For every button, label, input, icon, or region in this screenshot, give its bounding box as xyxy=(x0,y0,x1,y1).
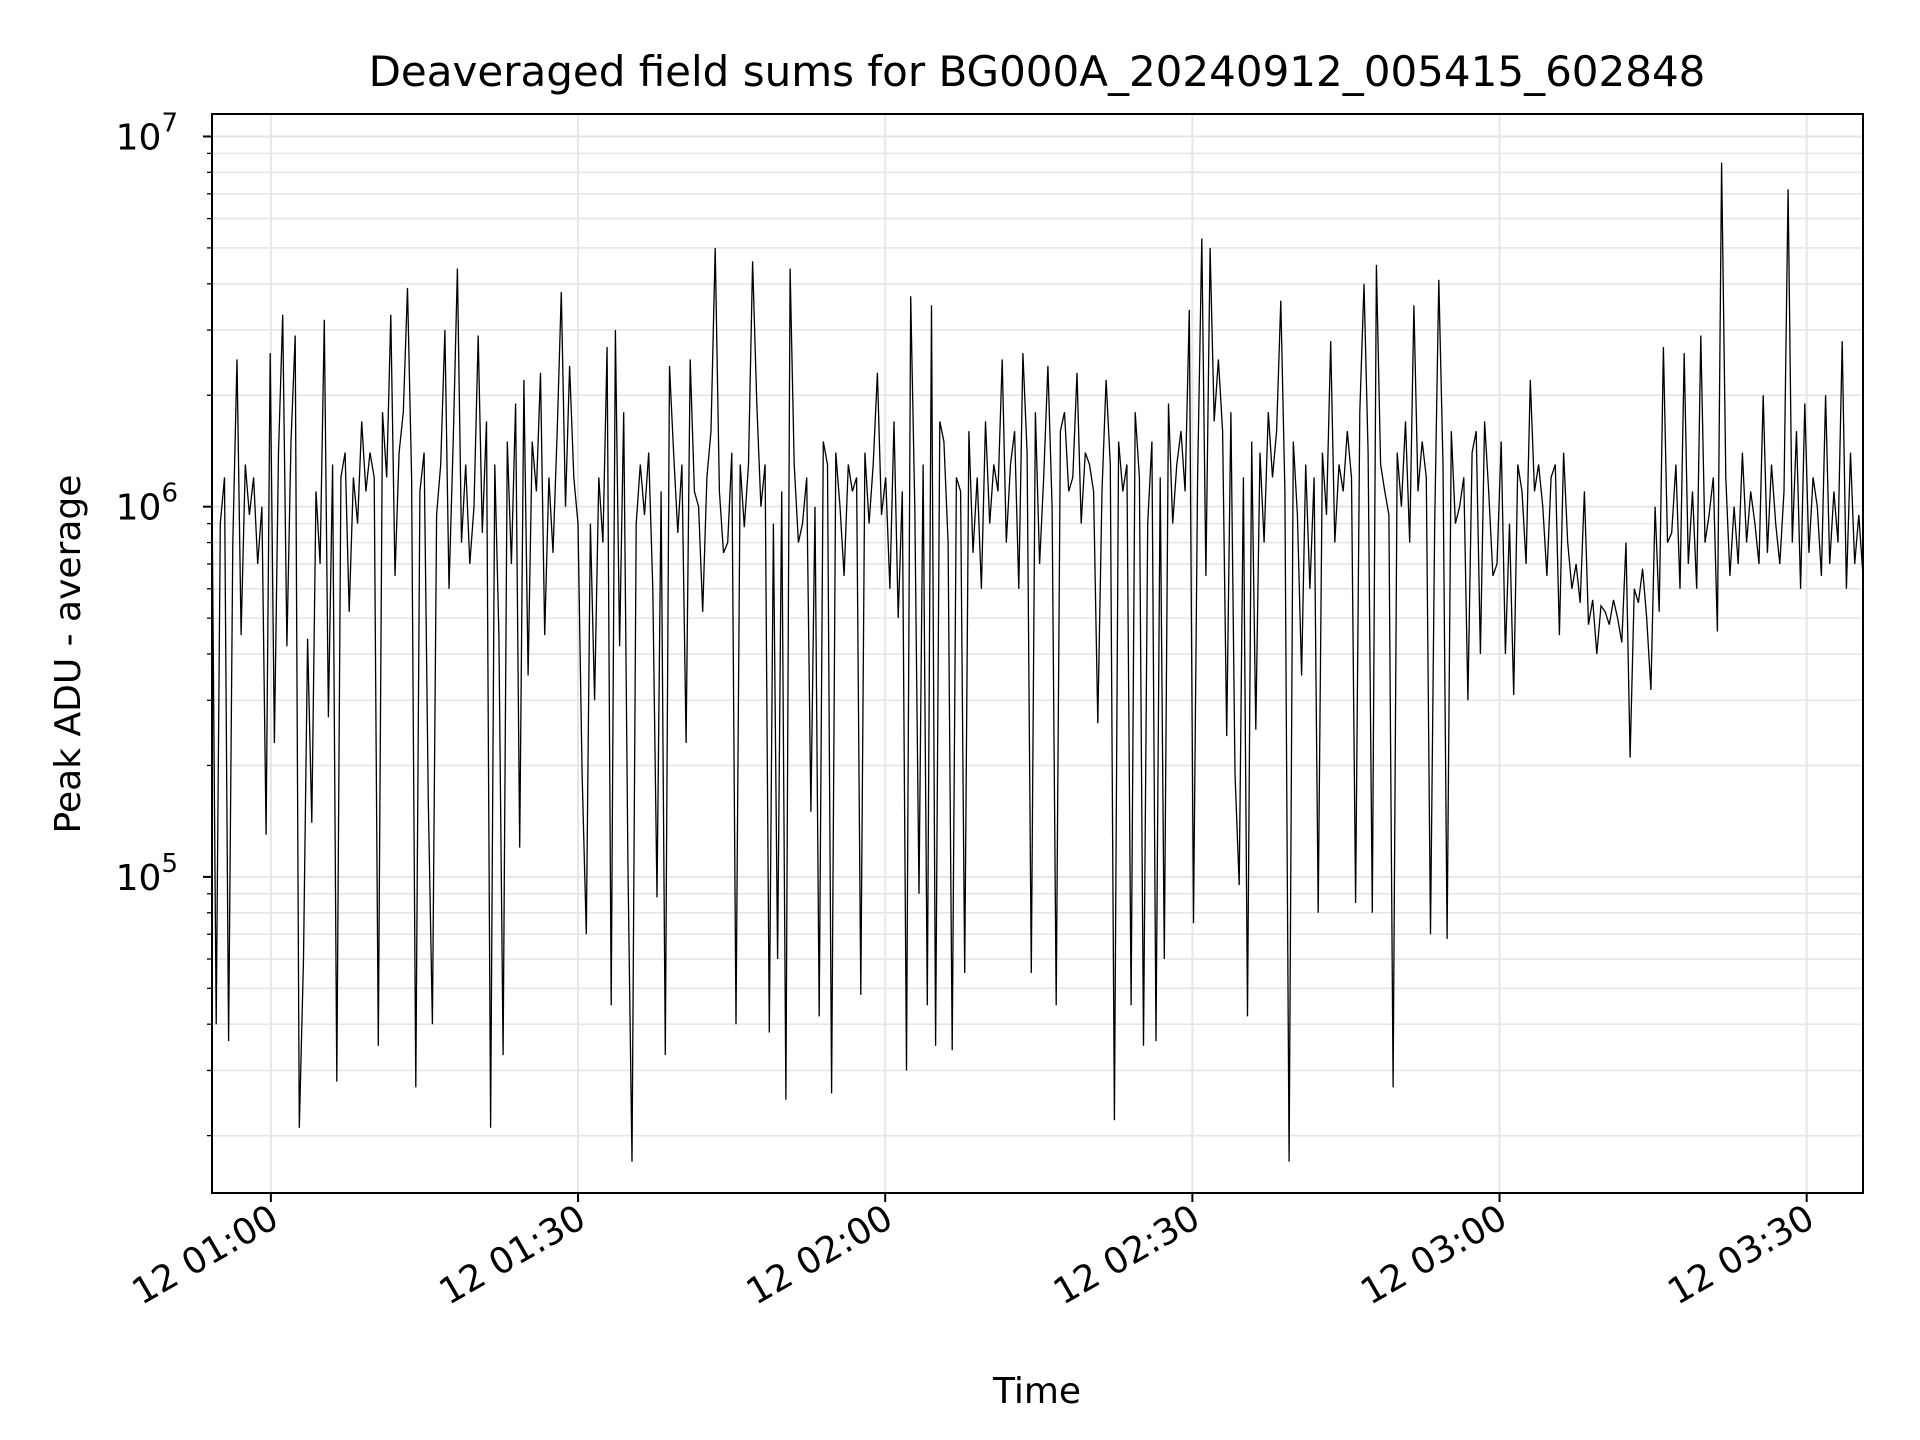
x-axis-label: Time xyxy=(992,1371,1081,1412)
chart-title: Deaveraged field sums for BG000A_2024091… xyxy=(369,47,1706,96)
series-line xyxy=(212,162,1863,1162)
y-axis-ticks: 105 106 107 xyxy=(116,108,212,1137)
y-axis-label: Peak ADU - average xyxy=(48,475,89,834)
y-tick-label: 105 xyxy=(116,849,178,899)
y-tick-label: 106 xyxy=(116,479,178,529)
plot-area xyxy=(212,162,1863,1162)
y-tick-label: 107 xyxy=(116,108,178,158)
